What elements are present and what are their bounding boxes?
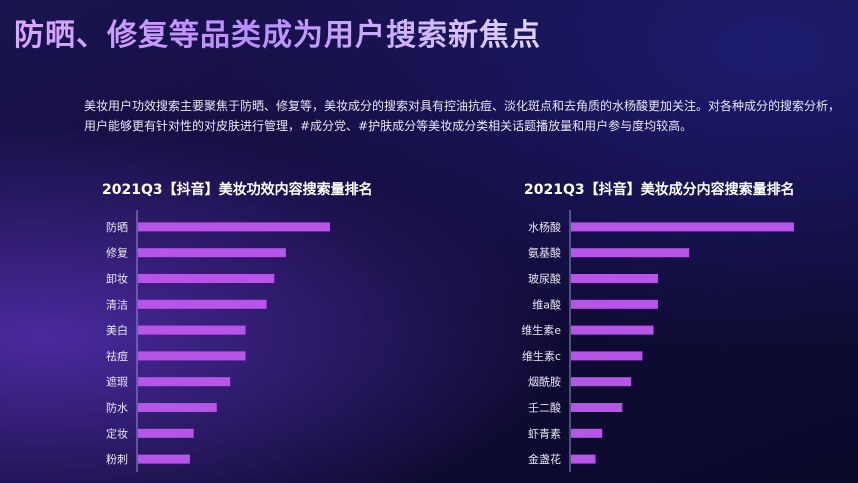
page-title: 防晒、修复等品类成为用户搜索新焦点: [14, 10, 541, 54]
page-description: 美妆用户功效搜索主要聚焦于防晒、修复等，美妆成分的搜索对具有控油抗痘、淡化斑点和…: [84, 99, 841, 133]
ingredient-category-label: 壬二酸: [528, 401, 561, 415]
efficacy-category-label: 定妆: [106, 426, 128, 440]
efficacy-category-label: 防水: [106, 401, 128, 415]
ingredient-bar: [571, 428, 603, 438]
ingredient-category-label: 维生素e: [521, 323, 561, 337]
efficacy-category-label: 修复: [106, 246, 128, 260]
ingredient-bar: [571, 299, 658, 309]
efficacy-bar: [138, 351, 246, 361]
efficacy-bar: [138, 248, 286, 258]
efficacy-category-label: 美白: [106, 323, 128, 337]
efficacy-bar: [138, 222, 330, 232]
ingredient-bar: [571, 351, 643, 361]
ingredient-category-label: 氨基酸: [528, 246, 561, 260]
ingredient-chart-title: 2021Q3【抖音】美妆成分内容搜索量排名: [524, 182, 795, 198]
efficacy-category-label: 防晒: [106, 220, 128, 234]
ingredient-bar: [571, 222, 794, 232]
ingredient-category-label: 烟酰胺: [528, 375, 561, 389]
ingredient-bar: [571, 274, 658, 283]
efficacy-bar: [138, 428, 194, 438]
ingredient-bar: [571, 377, 632, 387]
efficacy-category-label: 清洁: [106, 298, 128, 311]
efficacy-category-label: 祛痘: [106, 349, 128, 363]
ingredient-category-label: 水杨酸: [528, 220, 561, 234]
ingredient-category-label: 虾青素: [528, 427, 561, 440]
efficacy-bar: [138, 377, 231, 387]
ingredient-category-label: 维生素c: [522, 349, 561, 363]
efficacy-category-label: 粉刺: [106, 453, 128, 466]
efficacy-bar: [138, 454, 190, 464]
ingredient-bar: [571, 325, 654, 335]
ingredient-bar: [571, 454, 596, 464]
efficacy-category-label: 卸妆: [106, 272, 128, 286]
ingredient-category-label: 金盏花: [528, 452, 561, 466]
efficacy-category-label: 遮瑕: [106, 375, 128, 389]
ingredient-bar: [571, 248, 690, 258]
efficacy-bar: [138, 325, 246, 335]
ingredient-category-label: 玻尿酸: [528, 272, 561, 286]
ingredient-bar: [571, 403, 623, 412]
efficacy-bar: [138, 403, 217, 412]
efficacy-bar: [138, 299, 267, 309]
ingredient-category-label: 维a酸: [532, 297, 561, 311]
efficacy-bar: [138, 274, 275, 283]
efficacy-chart-title: 2021Q3【抖音】美妆功效内容搜索量排名: [102, 182, 373, 198]
